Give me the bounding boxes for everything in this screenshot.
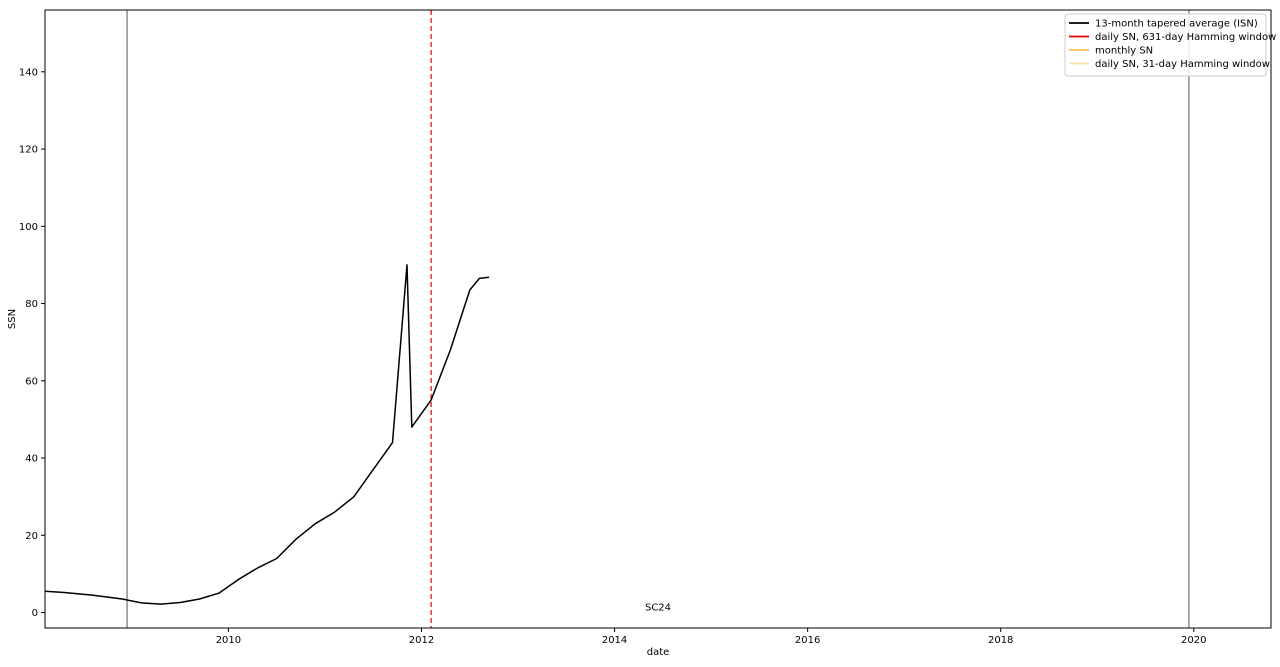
x-tick-label: 2012 xyxy=(409,635,434,646)
legend-label: daily SN, 31-day Hamming window xyxy=(1095,59,1270,70)
x-tick-label: 2018 xyxy=(988,635,1013,646)
cycle-label: SC24 xyxy=(645,603,671,614)
x-tick-label: 2016 xyxy=(795,635,820,646)
y-tick-label: 20 xyxy=(25,531,38,542)
x-axis-label: date xyxy=(647,647,670,658)
x-axis: 2010 2012 2014 2016 2018 2020 xyxy=(216,628,1206,646)
axes-frame xyxy=(44,9,1272,629)
legend: 13-month tapered average (ISN) daily SN, … xyxy=(1064,13,1276,77)
y-tick-label: 120 xyxy=(19,145,38,156)
y-tick-label: 140 xyxy=(19,67,38,78)
legend-label: daily SN, 631-day Hamming window xyxy=(1095,32,1276,43)
y-tick-label: 0 xyxy=(32,608,38,619)
y-tick-label: 60 xyxy=(25,376,38,387)
series-line xyxy=(45,264,490,605)
legend-label: monthly SN xyxy=(1095,46,1153,57)
plot-area xyxy=(45,10,1190,628)
y-axis-label: SSN xyxy=(7,309,18,329)
x-tick-label: 2020 xyxy=(1181,635,1206,646)
y-axis: 0 20 40 60 80 100 120 140 xyxy=(19,67,45,619)
x-tick-label: 2010 xyxy=(216,635,241,646)
legend-box xyxy=(1064,13,1267,77)
y-tick-label: 100 xyxy=(19,222,38,233)
y-tick-label: 80 xyxy=(25,299,38,310)
y-tick-label: 40 xyxy=(25,454,38,465)
x-tick-label: 2014 xyxy=(602,635,627,646)
legend-label: 13-month tapered average (ISN) xyxy=(1095,19,1258,30)
